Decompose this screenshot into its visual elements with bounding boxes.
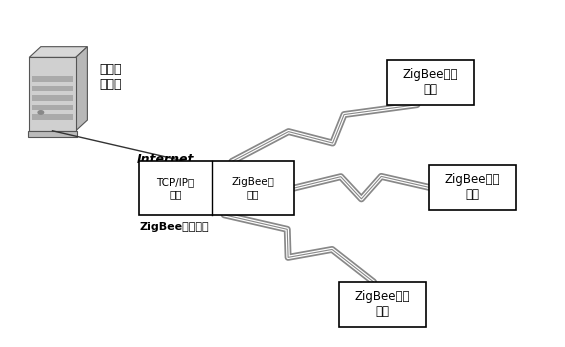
Text: ZigBee协
调器: ZigBee协 调器 — [231, 177, 274, 199]
Text: Internet: Internet — [136, 153, 194, 166]
Bar — [32, 104, 73, 110]
Circle shape — [38, 111, 44, 114]
Bar — [339, 282, 426, 327]
Bar — [32, 76, 73, 82]
Bar — [139, 161, 294, 215]
Bar — [386, 60, 473, 105]
Bar — [32, 86, 73, 92]
Bar — [429, 165, 516, 210]
Bar — [32, 114, 73, 120]
Bar — [32, 95, 73, 101]
Text: ZigBee无线网关: ZigBee无线网关 — [139, 222, 208, 232]
Text: ZigBee终端
节点: ZigBee终端 节点 — [445, 173, 500, 201]
Polygon shape — [29, 46, 88, 57]
Bar — [29, 57, 76, 131]
Text: ZigBee终端
节点: ZigBee终端 节点 — [355, 290, 410, 318]
Bar — [28, 131, 77, 137]
Text: 主控制
计算机: 主控制 计算机 — [100, 63, 122, 91]
Text: TCP/IP协
议栈: TCP/IP协 议栈 — [157, 177, 194, 199]
Polygon shape — [76, 46, 88, 131]
Text: ZigBee终端
节点: ZigBee终端 节点 — [402, 68, 458, 96]
